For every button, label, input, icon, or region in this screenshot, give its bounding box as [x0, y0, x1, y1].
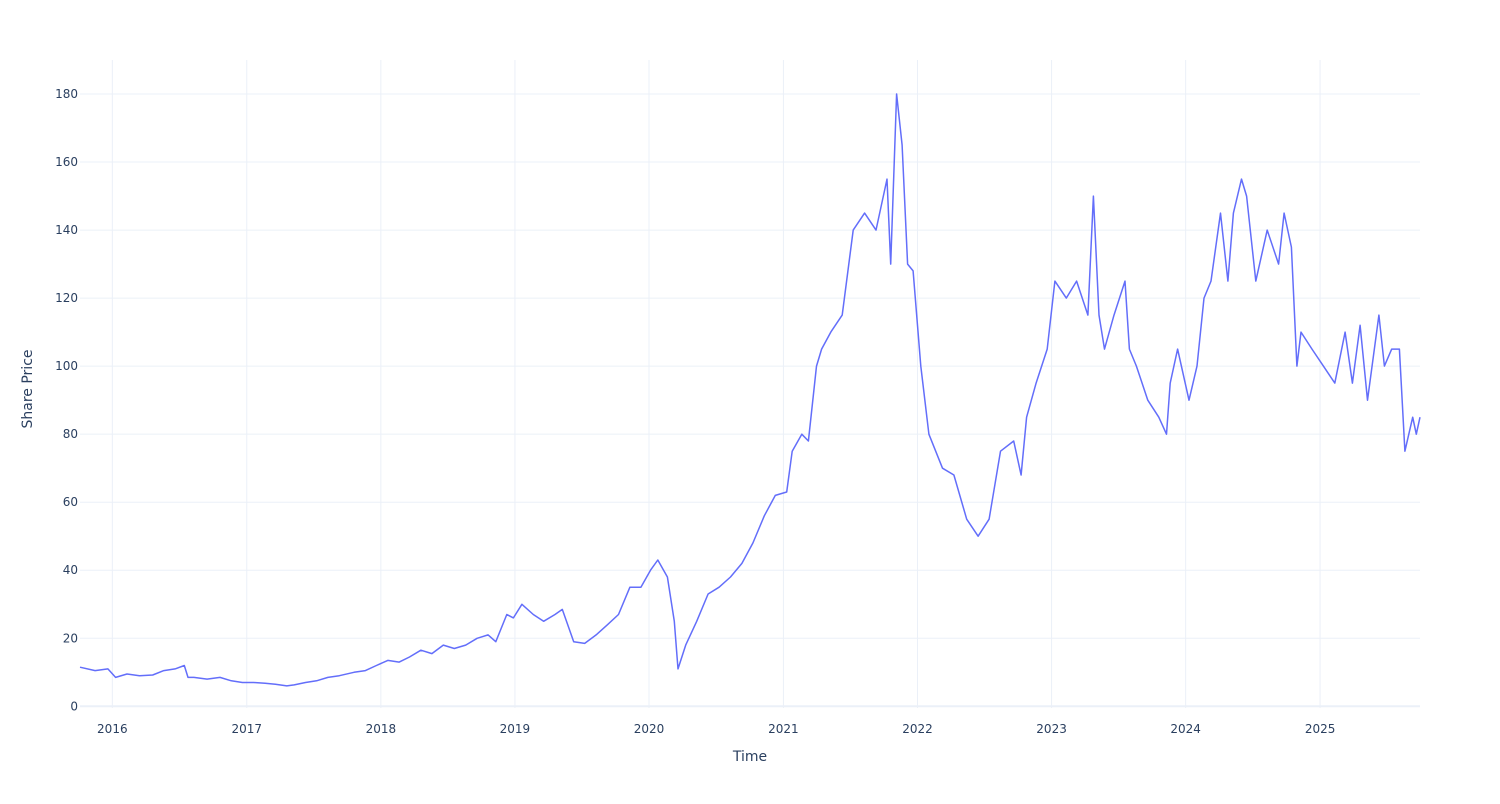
y-tick-label: 20	[63, 631, 78, 645]
grid-layer	[80, 60, 1420, 708]
y-tick-label: 160	[55, 155, 78, 169]
y-tick-label: 80	[63, 427, 78, 441]
x-tick-label: 2018	[366, 722, 397, 736]
price-series-line	[79, 93, 1421, 687]
y-tick-label: 0	[70, 699, 78, 713]
x-tick-label: 2023	[1036, 722, 1067, 736]
x-tick-label: 2021	[768, 722, 799, 736]
x-tick-label: 2020	[634, 722, 665, 736]
y-tick-label: 180	[55, 87, 78, 101]
y-tick-labels: 0 20 40 60 80 100 120 140 160 180	[55, 87, 78, 713]
line-layer	[79, 93, 1421, 687]
y-tick-label: 140	[55, 223, 78, 237]
x-tick-label: 2025	[1305, 722, 1336, 736]
x-axis-title: Time	[732, 749, 767, 765]
y-axis-title: Share Price	[20, 349, 36, 428]
x-tick-label: 2017	[231, 722, 262, 736]
x-tick-label: 2016	[97, 722, 128, 736]
y-tick-label: 40	[63, 563, 78, 577]
y-tick-label: 60	[63, 495, 78, 509]
x-tick-labels: 2016 2017 2018 2019 2020 2021 2022 2023 2024 2025	[97, 722, 1335, 736]
x-tick-label: 2024	[1170, 722, 1201, 736]
y-tick-label: 100	[55, 359, 78, 373]
x-tick-label: 2019	[500, 722, 531, 736]
x-tick-label: 2022	[902, 722, 933, 736]
y-tick-label: 120	[55, 291, 78, 305]
